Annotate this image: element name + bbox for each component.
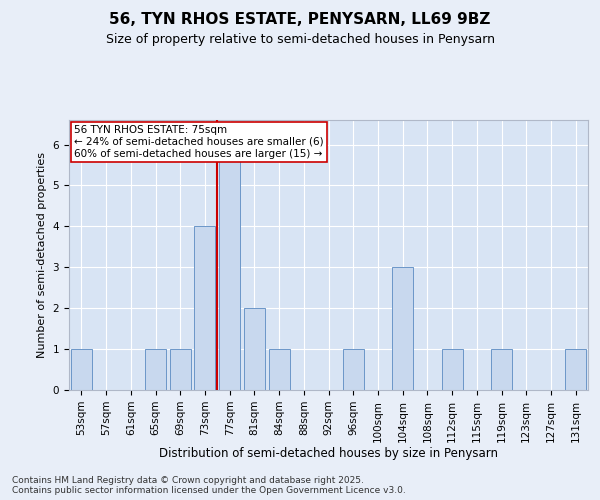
Bar [442,349,463,390]
Bar [170,349,191,390]
Bar [491,349,512,390]
Bar [219,144,240,390]
Text: 56, TYN RHOS ESTATE, PENYSARN, LL69 9BZ: 56, TYN RHOS ESTATE, PENYSARN, LL69 9BZ [109,12,491,28]
Y-axis label: Number of semi-detached properties: Number of semi-detached properties [37,152,47,358]
Bar [244,308,265,390]
Bar [145,349,166,390]
Text: 56 TYN RHOS ESTATE: 75sqm
← 24% of semi-detached houses are smaller (6)
60% of s: 56 TYN RHOS ESTATE: 75sqm ← 24% of semi-… [74,126,324,158]
Bar [343,349,364,390]
Text: Size of property relative to semi-detached houses in Penysarn: Size of property relative to semi-detach… [106,32,494,46]
Text: Contains HM Land Registry data © Crown copyright and database right 2025.
Contai: Contains HM Land Registry data © Crown c… [12,476,406,495]
Bar [392,268,413,390]
Bar [71,349,92,390]
Bar [269,349,290,390]
Bar [565,349,586,390]
X-axis label: Distribution of semi-detached houses by size in Penysarn: Distribution of semi-detached houses by … [159,448,498,460]
Bar [194,226,215,390]
